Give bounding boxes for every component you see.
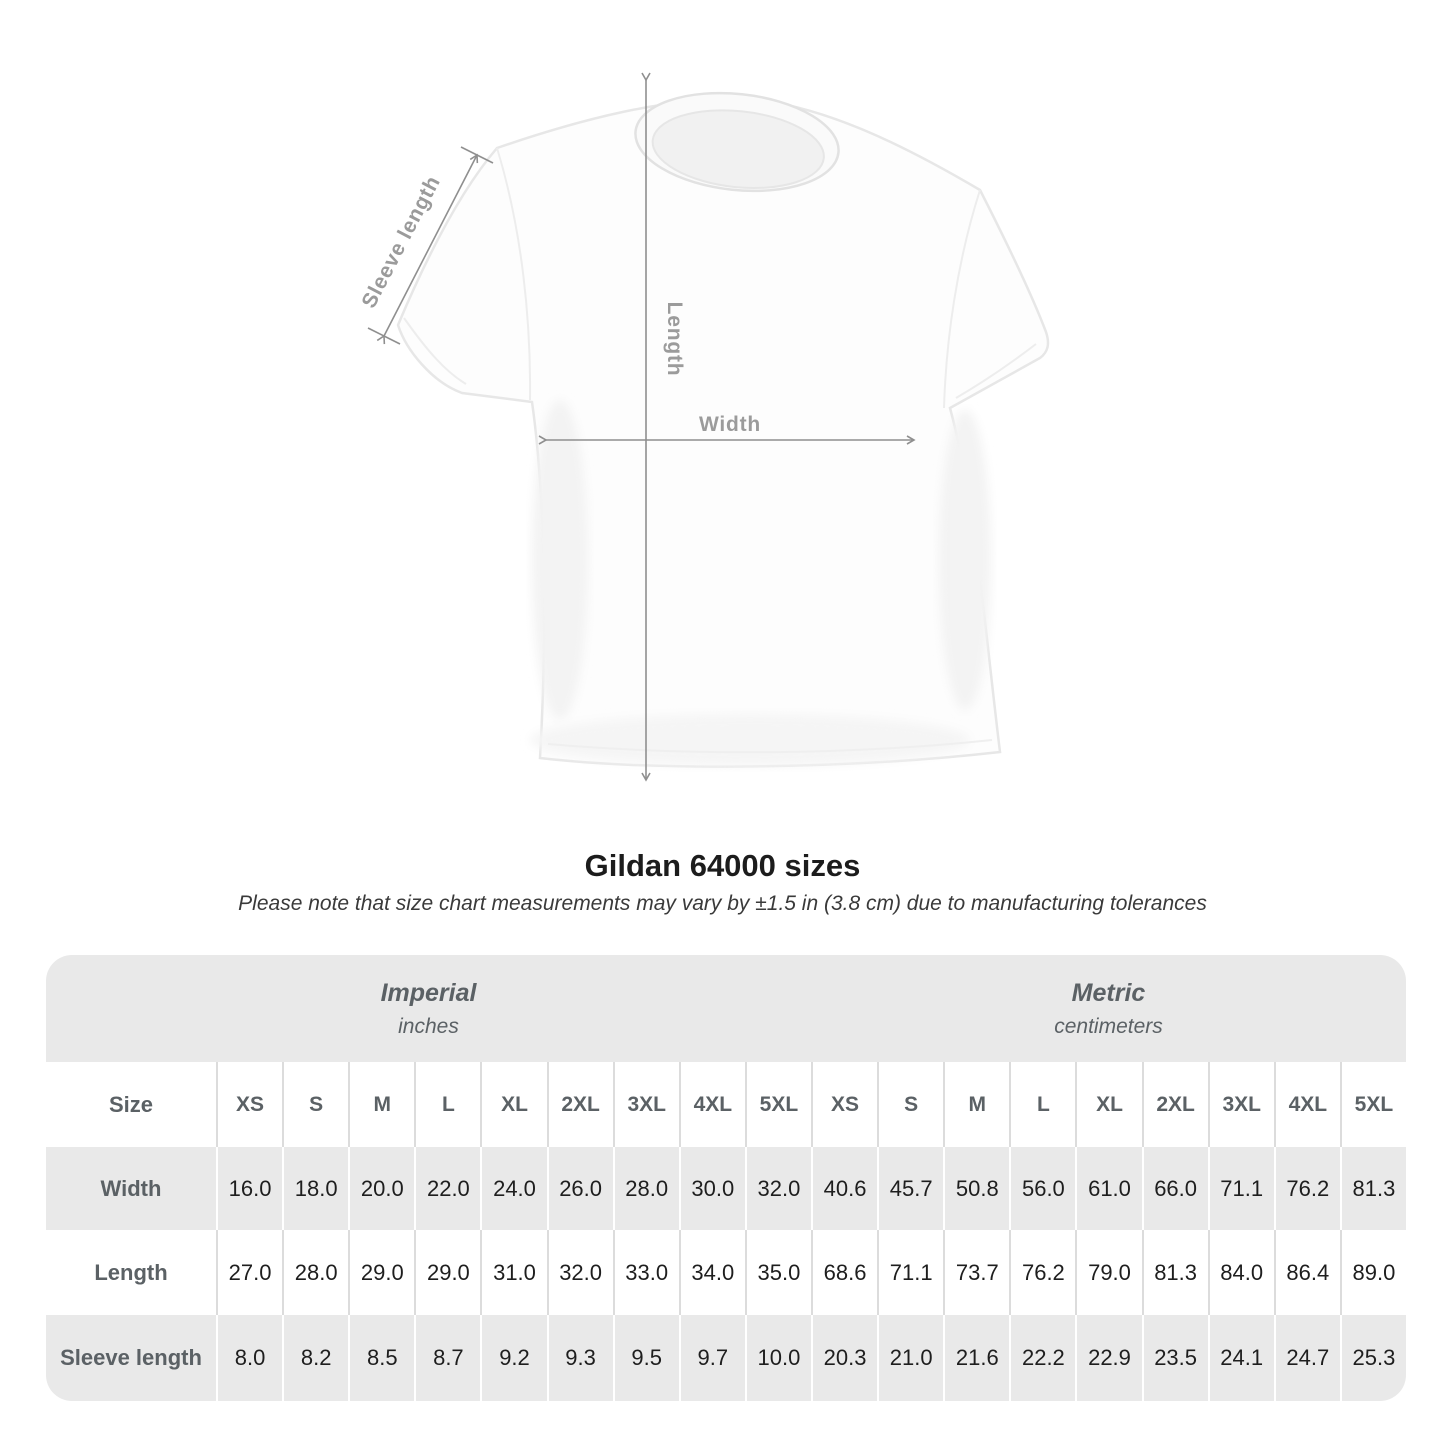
table-cell: 20.0 — [348, 1147, 415, 1230]
table-cell: 76.2 — [1273, 1147, 1340, 1230]
table-cell: 23.5 — [1141, 1315, 1208, 1401]
table-cell: 34.0 — [678, 1230, 745, 1315]
table-cell: 73.7 — [943, 1230, 1010, 1315]
tshirt-illustration: Sleeve length Length Width — [357, 72, 1050, 782]
table-cell: 24.0 — [480, 1147, 547, 1230]
size-col-header-imperial-s: S — [282, 1062, 349, 1147]
table-cell: 79.0 — [1075, 1230, 1142, 1315]
table-cell: 84.0 — [1207, 1230, 1274, 1315]
page-title: Gildan 64000 sizes — [584, 848, 861, 883]
table-cell: 28.0 — [612, 1147, 679, 1230]
tolerance-note: Please note that size chart measurements… — [238, 892, 1207, 915]
table-cell: 81.3 — [1339, 1147, 1406, 1230]
table-cell: 20.3 — [811, 1315, 878, 1401]
imperial-unit-label: inches — [398, 1014, 459, 1038]
size-col-header-imperial-5xl: 5XL — [744, 1062, 811, 1147]
table-cell: 8.5 — [348, 1315, 415, 1401]
table-cell: 24.1 — [1207, 1315, 1274, 1401]
table-cell: 66.0 — [1141, 1147, 1208, 1230]
table-cell: 30.0 — [678, 1147, 745, 1230]
table-cell: 9.5 — [612, 1315, 679, 1401]
size-col-header-imperial-2xl: 2XL — [546, 1062, 613, 1147]
table-cell: 25.3 — [1339, 1315, 1406, 1401]
table-cell: 33.0 — [612, 1230, 679, 1315]
table-cell: 9.2 — [480, 1315, 547, 1401]
size-col-header-imperial-3xl: 3XL — [612, 1062, 679, 1147]
size-col-header-metric-xl: XL — [1075, 1062, 1142, 1147]
size-col-header-metric-3xl: 3XL — [1207, 1062, 1274, 1147]
table-cell: 86.4 — [1273, 1230, 1340, 1315]
size-col-header-metric-2xl: 2XL — [1141, 1062, 1208, 1147]
length-label: Length — [663, 302, 686, 377]
row-label-sleeve-length: Sleeve length — [46, 1315, 216, 1401]
size-col-header-metric-l: L — [1009, 1062, 1076, 1147]
size-col-header-imperial-xl: XL — [480, 1062, 547, 1147]
table-cell: 71.1 — [877, 1230, 944, 1315]
table-cell: 9.3 — [546, 1315, 613, 1401]
table-cell: 89.0 — [1339, 1230, 1406, 1315]
imperial-header: Imperial — [380, 978, 477, 1007]
size-corner-header: Size — [46, 1062, 216, 1147]
table-cell: 27.0 — [216, 1230, 283, 1315]
table-cell: 21.6 — [943, 1315, 1010, 1401]
size-col-header-imperial-l: L — [414, 1062, 481, 1147]
table-cell: 8.2 — [282, 1315, 349, 1401]
table-cell: 56.0 — [1009, 1147, 1076, 1230]
row-label-width: Width — [46, 1147, 216, 1230]
sleeve-arrow-cap-bottom — [367, 327, 401, 345]
table-cell: 71.1 — [1207, 1147, 1274, 1230]
table-cell: 26.0 — [546, 1147, 613, 1230]
shirt-measurement-diagram: Sleeve length Length Width — [357, 72, 1050, 782]
size-table: Imperial inches Metric centimeters Size X… — [46, 955, 1406, 1401]
table-cell: 22.2 — [1009, 1315, 1076, 1401]
sleeve-arrow — [376, 153, 479, 345]
table-cell: 28.0 — [282, 1230, 349, 1315]
row-label-length: Length — [46, 1230, 216, 1315]
table-cell: 18.0 — [282, 1147, 349, 1230]
table-cell: 40.6 — [811, 1147, 878, 1230]
table-cell: 24.7 — [1273, 1315, 1340, 1401]
table-cell: 81.3 — [1141, 1230, 1208, 1315]
size-col-header-imperial-4xl: 4XL — [678, 1062, 745, 1147]
table-cell: 16.0 — [216, 1147, 283, 1230]
table-cell: 31.0 — [480, 1230, 547, 1315]
table-cell: 32.0 — [546, 1230, 613, 1315]
imperial-header-cell: Imperial inches — [46, 955, 811, 1062]
table-cell: 29.0 — [348, 1230, 415, 1315]
table-cell: 10.0 — [744, 1315, 811, 1401]
measurement-arrows — [367, 72, 916, 782]
table-cell: 29.0 — [414, 1230, 481, 1315]
table-cell: 22.0 — [414, 1147, 481, 1230]
table-cell: 68.6 — [811, 1230, 878, 1315]
width-label: Width — [699, 413, 761, 436]
tshirt-shape — [396, 91, 1050, 768]
table-cell: 32.0 — [744, 1147, 811, 1230]
size-col-header-imperial-m: M — [348, 1062, 415, 1147]
sleeve-arrow-cap-top — [460, 146, 494, 164]
size-col-header-imperial-xs: XS — [216, 1062, 283, 1147]
metric-header-cell: Metric centimeters — [811, 955, 1406, 1062]
table-cell: 45.7 — [877, 1147, 944, 1230]
metric-unit-label: centimeters — [1054, 1014, 1163, 1038]
size-col-header-metric-m: M — [943, 1062, 1010, 1147]
metric-header: Metric — [1071, 978, 1146, 1007]
table-cell: 35.0 — [744, 1230, 811, 1315]
table-cell: 9.7 — [678, 1315, 745, 1401]
table-cell: 22.9 — [1075, 1315, 1142, 1401]
size-col-header-metric-s: S — [877, 1062, 944, 1147]
size-col-header-metric-5xl: 5XL — [1339, 1062, 1406, 1147]
table-cell: 50.8 — [943, 1147, 1010, 1230]
size-col-header-metric-4xl: 4XL — [1273, 1062, 1340, 1147]
table-cell: 21.0 — [877, 1315, 944, 1401]
table-cell: 76.2 — [1009, 1230, 1076, 1315]
collar — [634, 91, 840, 193]
table-cell: 8.0 — [216, 1315, 283, 1401]
size-col-header-metric-xs: XS — [811, 1062, 878, 1147]
table-cell: 8.7 — [414, 1315, 481, 1401]
table-cell: 61.0 — [1075, 1147, 1142, 1230]
